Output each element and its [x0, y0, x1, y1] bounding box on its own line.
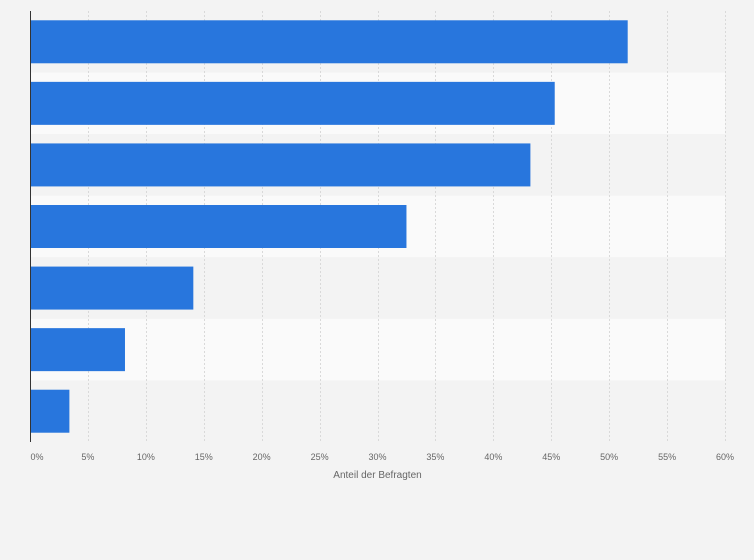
x-axis-ticks: 0% 5% 10% 15% 20% 25% 30% 35% 40% 45% 50% 55% 60% — [30, 452, 734, 462]
x-tick-label: 30% — [368, 452, 386, 462]
x-tick-label: 40% — [484, 452, 502, 462]
row-band — [30, 318, 725, 381]
bar[interactable] — [30, 20, 628, 64]
x-tick-label: 20% — [253, 452, 271, 462]
bar[interactable] — [30, 389, 70, 433]
bar[interactable] — [30, 266, 194, 310]
x-tick-label: 55% — [658, 452, 676, 462]
row-band — [30, 380, 725, 442]
x-axis-title: Anteil der Befragten — [333, 470, 421, 481]
x-tick-label: 10% — [137, 452, 155, 462]
x-tick-label: 45% — [542, 452, 560, 462]
bars — [30, 20, 628, 433]
x-tick-label: 50% — [600, 452, 618, 462]
x-tick-label: 60% — [716, 452, 734, 462]
x-tick-label: 35% — [426, 452, 444, 462]
bar[interactable] — [30, 143, 531, 187]
x-tick-label: 0% — [30, 452, 43, 462]
bar[interactable] — [30, 81, 555, 125]
bar[interactable] — [30, 205, 407, 248]
x-tick-label: 5% — [81, 452, 94, 462]
x-tick-label: 25% — [311, 452, 329, 462]
bar[interactable] — [30, 328, 125, 372]
x-tick-label: 15% — [195, 452, 213, 462]
